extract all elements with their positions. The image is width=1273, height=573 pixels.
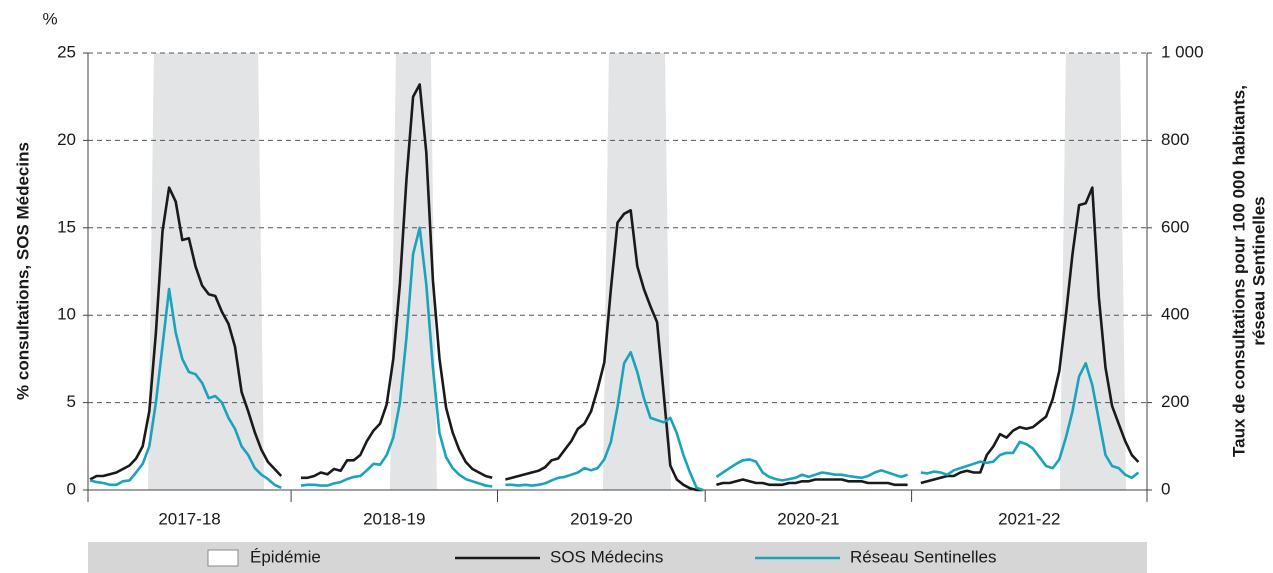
- y-axis-label: % consultations, SOS Médecins: [13, 142, 32, 400]
- y-tick-label: 5: [67, 392, 76, 411]
- legend-swatch: [207, 549, 239, 567]
- y-tick-label: 20: [57, 130, 76, 149]
- series-line: [89, 83, 1140, 492]
- epidemic-period: [602, 53, 671, 490]
- y-tick-label: 15: [57, 217, 76, 236]
- y2-tick-label: 600: [1161, 217, 1189, 236]
- x-tick-label: 2018-19: [363, 509, 425, 528]
- y-tick-label: 25: [57, 42, 76, 61]
- y-tick-label: 0: [67, 479, 76, 498]
- y2-tick-label: 0: [1161, 479, 1170, 498]
- x-tick-label: 2021-22: [998, 509, 1060, 528]
- y2-axis-label: réseau Sentinelles: [1249, 196, 1268, 345]
- x-tick-label: 2017-18: [158, 509, 220, 528]
- epidemic-period: [1059, 53, 1126, 490]
- y-unit: %: [42, 9, 57, 28]
- y-tick-label: 10: [57, 305, 76, 324]
- epidemic-period: [147, 53, 265, 490]
- legend-label: SOS Médecins: [550, 547, 663, 566]
- y2-tick-label: 800: [1161, 130, 1189, 149]
- x-tick-label: 2019-20: [570, 509, 632, 528]
- y2-axis-label: Taux de consultations pour 100 000 habit…: [1229, 85, 1248, 457]
- legend-label: Réseau Sentinelles: [850, 547, 996, 566]
- y2-tick-label: 200: [1161, 392, 1189, 411]
- y2-tick-label: 400: [1161, 305, 1189, 324]
- legend-band: [88, 542, 1147, 573]
- series-line: [89, 226, 1140, 492]
- y2-tick-label: 1 000: [1161, 42, 1204, 61]
- x-tick-label: 2020-21: [777, 509, 839, 528]
- legend-label: Épidémie: [250, 547, 321, 566]
